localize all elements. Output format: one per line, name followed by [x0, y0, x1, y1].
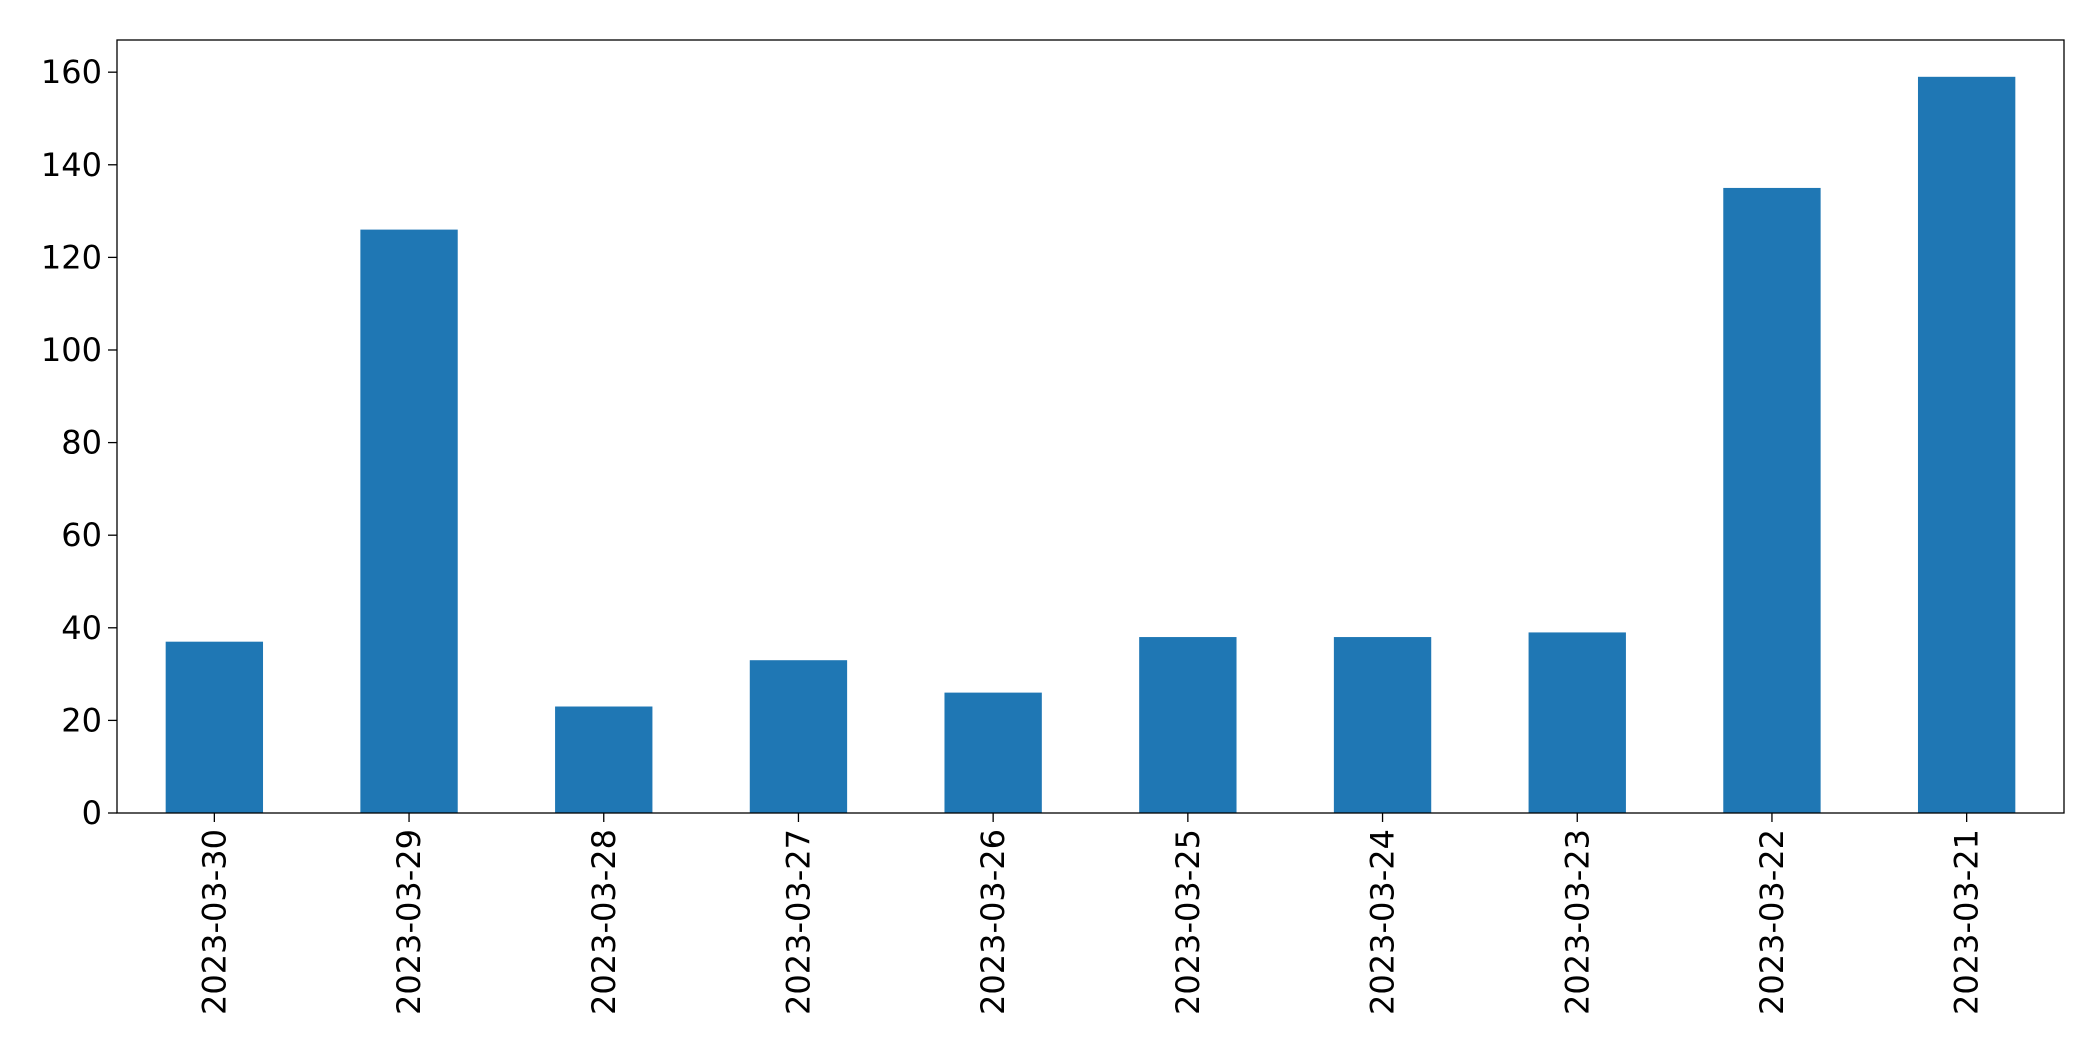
y-tick-label: 100	[41, 331, 102, 369]
y-tick-label: 40	[61, 609, 102, 647]
x-tick-label: 2023-03-26	[974, 829, 1012, 1015]
y-tick-label: 0	[82, 794, 102, 832]
x-tick-label: 2023-03-23	[1558, 829, 1596, 1015]
y-tick-label: 160	[41, 53, 102, 91]
x-tick-label: 2023-03-28	[585, 829, 623, 1015]
x-tick-label: 2023-03-24	[1364, 829, 1402, 1015]
y-tick-label: 140	[41, 146, 102, 184]
y-tick-label: 120	[41, 238, 102, 276]
x-tick-label: 2023-03-27	[779, 829, 817, 1015]
bar	[555, 706, 653, 813]
axes-frame	[116, 39, 2065, 814]
x-tick-label: 2023-03-25	[1169, 829, 1207, 1015]
bar	[1723, 187, 1821, 813]
bar	[1917, 76, 2016, 814]
y-tick-label: 20	[61, 701, 102, 739]
bar	[1139, 637, 1237, 813]
x-tick-label: 2023-03-30	[195, 829, 233, 1015]
x-tick-label: 2023-03-22	[1753, 829, 1791, 1015]
x-tick-label: 2023-03-21	[1948, 829, 1986, 1015]
y-tick-label: 60	[61, 516, 102, 554]
bar	[944, 692, 1042, 813]
y-tick-label: 80	[61, 424, 102, 462]
bar	[1333, 637, 1432, 813]
bar	[1528, 632, 1626, 813]
bar	[165, 641, 264, 813]
x-tick-label: 2023-03-29	[390, 829, 428, 1015]
bar	[360, 229, 458, 814]
bar	[749, 660, 848, 813]
